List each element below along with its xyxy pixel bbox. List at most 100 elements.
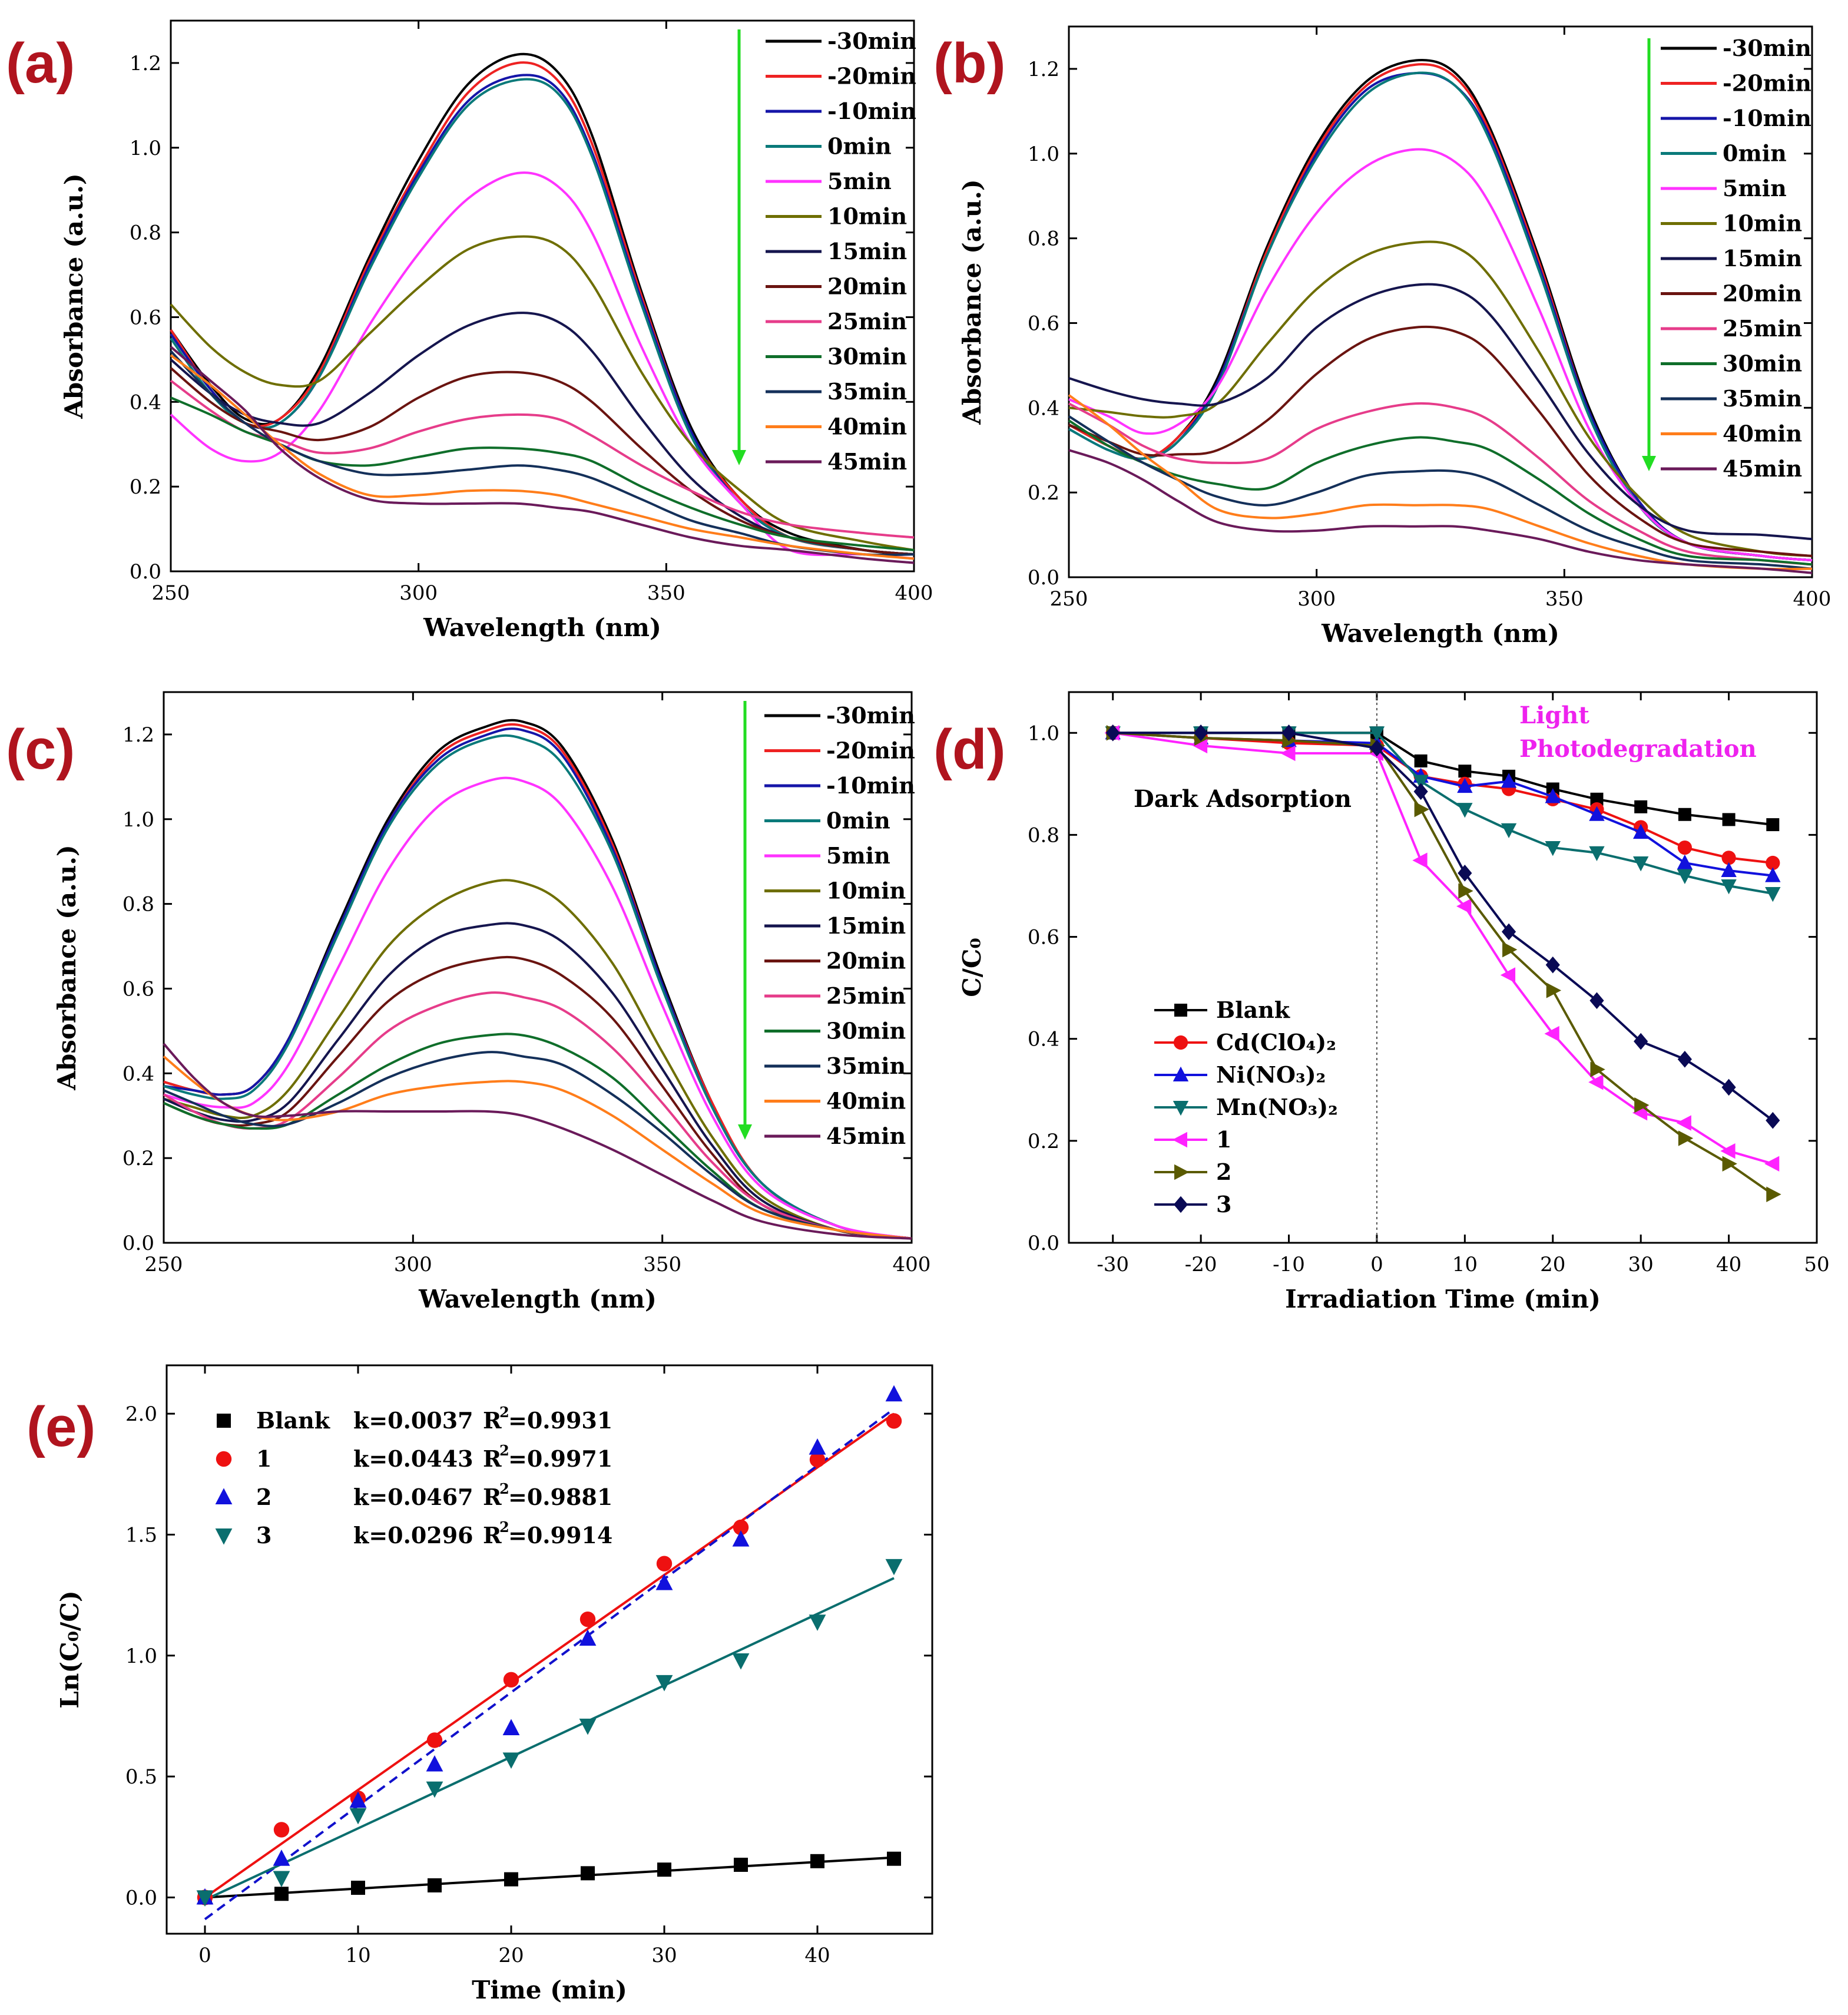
data-point (885, 1559, 903, 1576)
data-point (1369, 739, 1385, 757)
data-point (1721, 862, 1737, 878)
legend-label: 2 (1216, 1159, 1231, 1185)
data-point (1457, 777, 1473, 793)
legend-label: -30min (826, 702, 915, 729)
y-tick-label: 0.2 (1028, 481, 1059, 505)
data-point (273, 1849, 290, 1866)
legend-r2-value: =0.9971 (508, 1445, 612, 1472)
data-point (734, 1857, 748, 1872)
data-point (733, 1519, 749, 1536)
legend-label: 20min (1723, 280, 1802, 307)
data-point (810, 1854, 824, 1868)
x-axis-title: Wavelength (nm) (418, 1285, 657, 1313)
x-tick-label: 10 (1452, 1253, 1478, 1276)
legend-marker (1173, 1035, 1188, 1050)
spectrum-line-45min (163, 1043, 912, 1240)
legend-marker (1173, 1066, 1189, 1081)
spectrum-line-20min (170, 367, 915, 556)
legend-r2-symbol: R (483, 1522, 502, 1549)
data-point (1766, 855, 1780, 871)
legend-label: 0min (1723, 140, 1787, 167)
x-tick-label: 400 (893, 1253, 931, 1276)
fit-line-0 (204, 1856, 895, 1899)
legend-label: 25min (826, 982, 906, 1009)
data-point (1501, 773, 1517, 788)
plot-frame-a (170, 19, 915, 573)
data-point (1678, 1130, 1694, 1146)
data-point (655, 1675, 673, 1692)
data-point (1194, 724, 1208, 742)
data-point (655, 1573, 673, 1590)
legend-label: -30min (1723, 35, 1811, 61)
data-point (1412, 852, 1428, 868)
y-axis-title: Absorbance (a.u.) (59, 173, 88, 419)
legend-rate-constant: k=0.0467 (353, 1484, 473, 1510)
spectrum-line-45min (170, 346, 915, 564)
data-point (1721, 851, 1736, 865)
data-point (1369, 726, 1385, 742)
legend-label: 30min (827, 343, 907, 370)
y-tick-label: 0.8 (1028, 227, 1059, 251)
legend-label: -10min (827, 98, 916, 124)
data-point (1192, 737, 1208, 754)
data-point (657, 1862, 671, 1877)
data-point (1590, 792, 1604, 806)
data-point (273, 1822, 290, 1838)
x-tick-label: 350 (643, 1253, 681, 1276)
photodegradation-label: Photodegradation (1519, 735, 1757, 763)
legend-label: 45min (827, 448, 907, 475)
decrease-arrow-head (732, 450, 746, 465)
legend-label: Cd(ClO₄)₂ (1216, 1029, 1336, 1056)
y-tick-label: 1.2 (130, 52, 161, 75)
legend-label: 35min (827, 378, 907, 405)
y-tick-label: 0.0 (122, 1232, 154, 1255)
legend-marker (1173, 1196, 1188, 1213)
panel-d-chart: -30 -20 -10 0 10 20 30 40 50 0.0 0.2 0.4 0.6 0.8 1.0 Ir… (933, 691, 1830, 1313)
y-axis-title: Ln(C₀/C) (55, 1590, 84, 1708)
y-axis-title: Absorbance (a.u.) (958, 179, 986, 425)
x-tick-label: -10 (1273, 1253, 1305, 1276)
spectrum-line--20min (170, 61, 915, 556)
data-point (581, 1866, 595, 1881)
data-point (1589, 806, 1605, 821)
data-point (809, 1451, 826, 1468)
legend-label: -20min (1723, 70, 1811, 97)
data-point (1589, 992, 1604, 1010)
data-point (1765, 886, 1781, 902)
x-tick-label: 250 (152, 581, 190, 605)
y-tick-label: 0.4 (1028, 396, 1059, 420)
data-point (196, 1890, 214, 1907)
y-tick-label: 1.2 (1028, 58, 1059, 81)
legend-marker (1172, 1131, 1187, 1148)
spectrum-line-10min (163, 879, 912, 1240)
legend-label: 35min (1723, 385, 1802, 412)
data-point (1545, 841, 1561, 856)
data-point (1677, 854, 1693, 870)
legend-label: 10min (1723, 210, 1802, 237)
legend-label: 40min (826, 1088, 906, 1114)
x-axis-title: Wavelength (nm) (1321, 619, 1559, 648)
data-point (1632, 823, 1649, 839)
data-point (349, 1808, 367, 1825)
spectrum-line-5min (170, 171, 915, 560)
data-point (886, 1413, 902, 1429)
y-tick-label: 1.2 (122, 723, 154, 747)
panel-a-chart: 250 300 350 400 0.0 0.2 0.4 0.6 0.8 1.0 1.2 Wavelen… (6, 19, 933, 642)
data-point (1678, 808, 1691, 821)
legend-label: 40min (827, 413, 907, 440)
spectrum-line-20min (1068, 325, 1813, 557)
legend-label: 20min (826, 948, 906, 974)
data-point (1764, 1156, 1780, 1172)
data-point (1414, 754, 1428, 767)
data-point (1722, 1156, 1737, 1172)
data-point (1765, 867, 1781, 882)
data-point (887, 1851, 901, 1866)
data-point (1766, 818, 1780, 832)
dark-adsorption-label: Dark Adsorption (1134, 785, 1352, 813)
x-tick-label: 0 (198, 1944, 211, 1967)
legend-marker (1174, 1164, 1190, 1180)
data-point (351, 1880, 365, 1895)
data-point (426, 1732, 443, 1748)
y-axis-title: Absorbance (a.u.) (52, 845, 81, 1091)
